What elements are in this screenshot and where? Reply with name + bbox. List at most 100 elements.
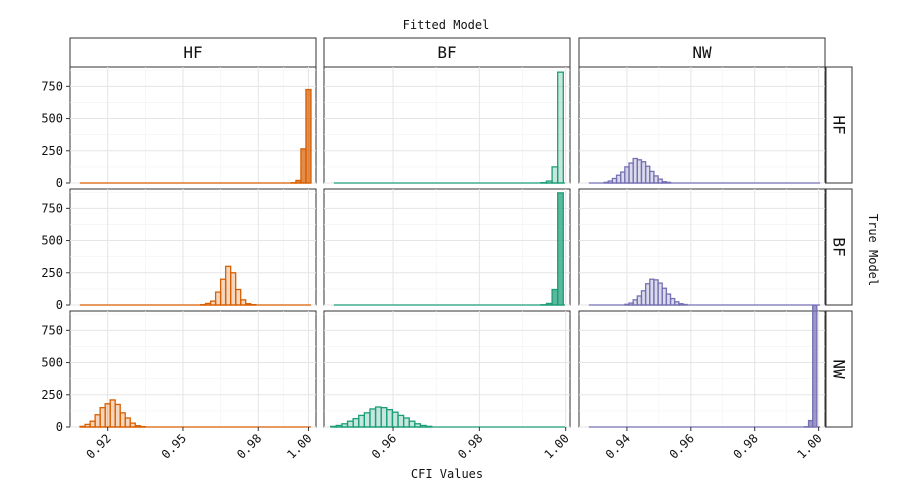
panel-nw-bf xyxy=(323,310,571,428)
histogram-bar xyxy=(114,403,121,428)
panel-background xyxy=(69,188,317,306)
y-tick-label: 750 xyxy=(41,323,63,337)
col-strip-box xyxy=(323,37,571,68)
histogram-bar xyxy=(551,288,559,306)
row-strip-hf: HF xyxy=(825,66,853,184)
panel-background xyxy=(578,66,826,184)
histogram-bar xyxy=(94,414,101,428)
panel-hf-hf xyxy=(69,66,317,184)
histogram-bar xyxy=(346,420,354,428)
histogram-bar xyxy=(129,422,136,428)
histogram-bar xyxy=(408,420,416,428)
histogram-bar xyxy=(402,417,410,428)
x-axis-title: CFI Values xyxy=(411,467,483,481)
col-strip-hf: HF xyxy=(69,37,317,68)
col-strip-nw: NW xyxy=(578,37,826,68)
row-strip-label: HF xyxy=(830,115,849,134)
y-tick-label: 0 xyxy=(56,176,63,190)
histogram-bar xyxy=(240,299,247,306)
y-tick-label: 250 xyxy=(41,144,63,158)
histogram-bar xyxy=(99,407,106,428)
row-strip-bf: BF xyxy=(825,188,853,306)
row-strip-box xyxy=(825,310,853,428)
histogram-bar xyxy=(812,304,818,428)
x-tick-label: 1.00 xyxy=(284,431,314,461)
histogram-bar xyxy=(209,300,217,306)
histogram-bar xyxy=(235,288,242,306)
histogram-bar xyxy=(230,272,237,306)
histogram-bar xyxy=(557,192,564,306)
row-strip-nw: NW xyxy=(825,310,853,428)
histogram-bar xyxy=(119,412,126,428)
histogram-bar xyxy=(204,302,212,306)
panel-nw-nw xyxy=(578,304,826,428)
panel-background xyxy=(323,188,571,306)
col-strip-box xyxy=(69,37,317,68)
panel-bf-bf xyxy=(323,188,571,306)
histogram-bar xyxy=(386,408,394,428)
histogram-bar xyxy=(295,179,302,184)
row-strip-box xyxy=(825,66,853,184)
col-strip-bf: BF xyxy=(323,37,571,68)
x-tick-label: 1.00 xyxy=(794,431,824,461)
histogram-bar xyxy=(335,424,343,428)
y-tick-label: 500 xyxy=(41,234,63,248)
histogram-bar xyxy=(374,406,382,428)
histogram-bar xyxy=(89,420,96,428)
histogram-bar xyxy=(352,417,360,428)
histogram-bar xyxy=(380,407,388,428)
x-tick-label: 1.00 xyxy=(541,431,571,461)
panel-nw-hf xyxy=(69,310,317,428)
y-axis-ticks: 0 250 500 750 0 250 500 750 0 250 500 750 xyxy=(41,79,70,434)
x-axis-ticks: 0.92 0.95 0.98 1.00 0.96 0.98 1.00 0.94 0.96 0.98… xyxy=(83,427,825,462)
histogram-bar xyxy=(369,408,377,428)
panel-hf-nw xyxy=(578,66,826,184)
histogram-bar xyxy=(665,181,672,184)
histogram-bar xyxy=(414,423,422,428)
histogram-bar xyxy=(134,425,141,428)
histogram-bar xyxy=(341,423,349,428)
row-facet-title: True Model xyxy=(866,214,880,286)
y-tick-label: 750 xyxy=(41,79,63,93)
y-tick-label: 0 xyxy=(56,298,63,312)
y-tick-label: 250 xyxy=(41,266,63,280)
x-tick-label: 0.96 xyxy=(667,431,697,461)
x-tick-label: 0.98 xyxy=(455,431,485,461)
col-strip-label: BF xyxy=(437,43,456,62)
histogram-bar xyxy=(305,88,312,184)
histogram-bar xyxy=(557,71,564,184)
histogram-bar xyxy=(545,180,553,184)
x-tick-label: 0.92 xyxy=(83,431,113,461)
histogram-bar xyxy=(224,265,232,306)
histogram-bar xyxy=(79,425,86,428)
histogram-bar xyxy=(219,278,227,306)
y-tick-label: 500 xyxy=(41,112,63,126)
panels-layer: HF BF NW HF BF NW xyxy=(69,37,853,428)
histogram-bar xyxy=(419,424,427,428)
histogram-bar xyxy=(363,412,371,428)
panel-background xyxy=(578,310,826,428)
panel-background xyxy=(323,310,571,428)
histogram-bar xyxy=(124,417,131,428)
histogram-bar xyxy=(551,166,559,184)
chart-title: Fitted Model xyxy=(403,18,490,32)
histogram-bar xyxy=(104,403,111,428)
x-tick-label: 0.98 xyxy=(234,431,264,461)
x-tick-label: 0.94 xyxy=(603,431,633,461)
panel-background xyxy=(578,188,826,306)
col-strip-label: HF xyxy=(183,43,202,62)
y-tick-label: 750 xyxy=(41,201,63,215)
panel-bf-hf xyxy=(69,188,317,306)
panel-bf-nw xyxy=(578,188,826,306)
histogram-bar xyxy=(214,291,222,306)
histogram-bar xyxy=(245,303,252,306)
histogram-bar xyxy=(358,414,366,428)
histogram-bar xyxy=(300,148,307,184)
histogram-bar xyxy=(397,414,405,428)
col-strip-box xyxy=(578,37,826,68)
histogram-bar xyxy=(682,303,688,306)
y-tick-label: 0 xyxy=(56,420,63,434)
histogram-bar xyxy=(109,399,116,428)
y-tick-label: 250 xyxy=(41,388,63,402)
